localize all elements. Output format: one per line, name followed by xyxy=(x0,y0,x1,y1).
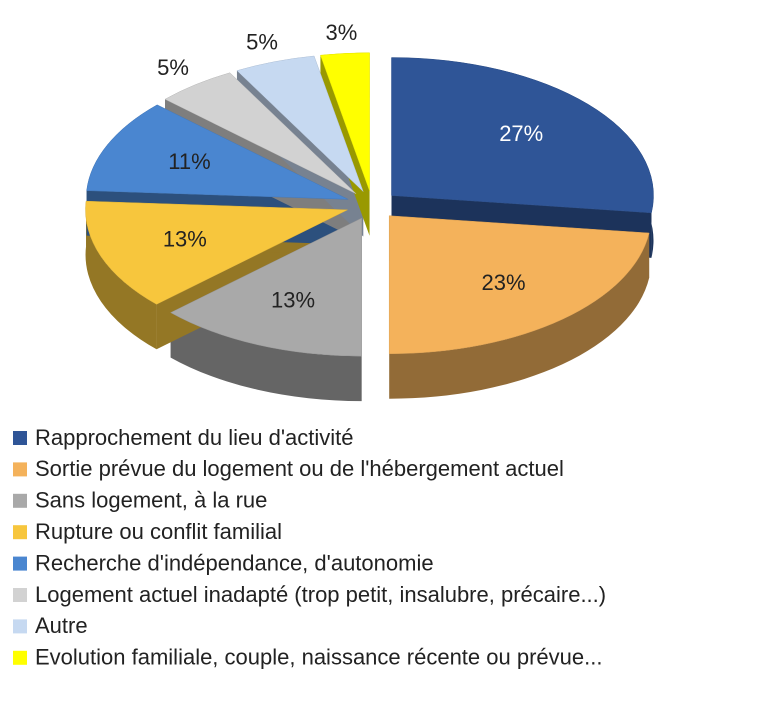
slice xyxy=(320,52,370,191)
slice-side xyxy=(170,312,362,402)
data-label: 5% xyxy=(246,29,278,54)
legend-swatch xyxy=(13,493,27,508)
slice xyxy=(85,200,348,305)
data-label: 3% xyxy=(326,20,358,45)
legend-swatch xyxy=(13,431,27,445)
legend-label: Autre xyxy=(35,613,88,638)
data-label: 13% xyxy=(163,227,207,252)
data-label: 27% xyxy=(499,121,543,146)
data-label: 23% xyxy=(482,270,526,295)
legend-swatch xyxy=(13,525,27,540)
slice xyxy=(388,215,650,354)
legend-label: Rupture ou conflit familial xyxy=(35,519,282,544)
slice-side xyxy=(85,201,157,350)
legend-swatch xyxy=(13,650,27,665)
legend-swatch xyxy=(13,462,27,477)
legend-label: Evolution familiale, couple, naissance r… xyxy=(35,645,602,670)
legend-label: Rapprochement du lieu d'activité xyxy=(35,425,354,450)
slice xyxy=(164,72,357,194)
legend-label: Recherche d'indépendance, d'autonomie xyxy=(35,550,434,575)
legend-swatch xyxy=(13,556,27,571)
legend-swatch xyxy=(13,619,27,634)
legend-label: Logement actuel inadapté (trop petit, in… xyxy=(35,582,606,607)
legend-label: Sortie prévue du logement ou de l'héberg… xyxy=(35,456,564,481)
legend-label: Sans logement, à la rue xyxy=(35,488,267,513)
slice xyxy=(236,55,364,192)
data-label: 5% xyxy=(157,55,189,80)
slice xyxy=(391,57,654,214)
data-label: 13% xyxy=(271,288,315,313)
pie-tops xyxy=(85,52,654,357)
slice xyxy=(86,104,349,200)
legend-swatch xyxy=(13,588,27,602)
data-label: 11% xyxy=(168,149,210,174)
slice-side xyxy=(389,233,650,399)
slice xyxy=(170,217,362,357)
